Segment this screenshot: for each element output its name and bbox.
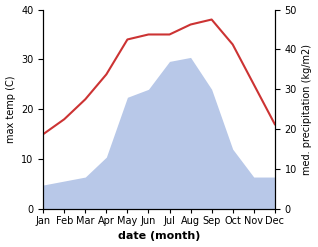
X-axis label: date (month): date (month) <box>118 231 200 242</box>
Y-axis label: max temp (C): max temp (C) <box>5 76 16 143</box>
Y-axis label: med. precipitation (kg/m2): med. precipitation (kg/m2) <box>302 44 313 175</box>
